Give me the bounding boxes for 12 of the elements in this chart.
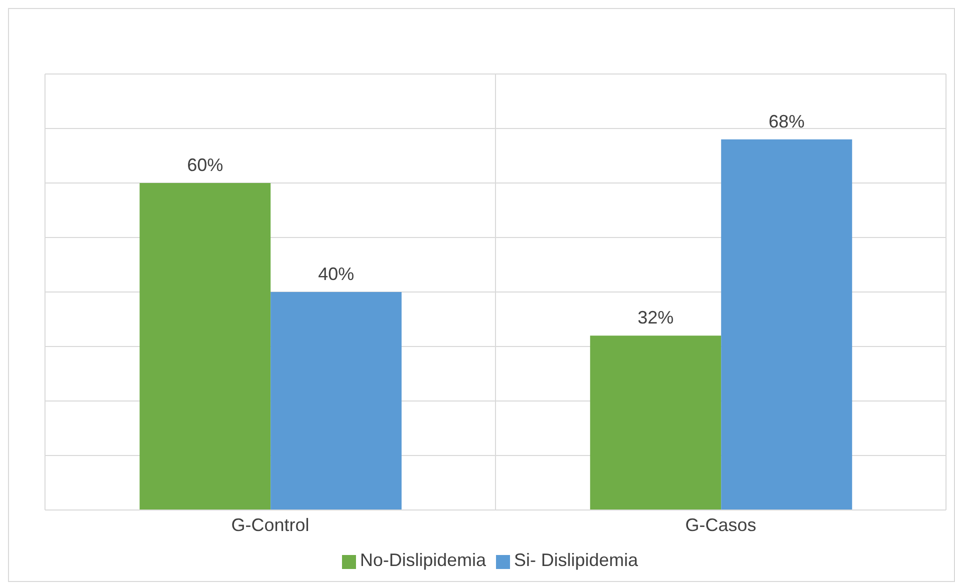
- legend-label: No-Dislipidemia: [360, 550, 486, 570]
- data-label: 32%: [638, 308, 674, 328]
- bar: [721, 139, 852, 510]
- bar: [270, 292, 402, 510]
- data-label: 60%: [187, 155, 224, 175]
- bar: [590, 336, 722, 510]
- x-tick-label: G-Casos: [685, 514, 756, 535]
- data-label: 40%: [318, 264, 354, 284]
- legend-label: Si- Dislipidemia: [514, 550, 638, 570]
- x-tick-label: G-Control: [231, 514, 310, 535]
- bar: [140, 183, 271, 510]
- data-label: 68%: [768, 111, 805, 132]
